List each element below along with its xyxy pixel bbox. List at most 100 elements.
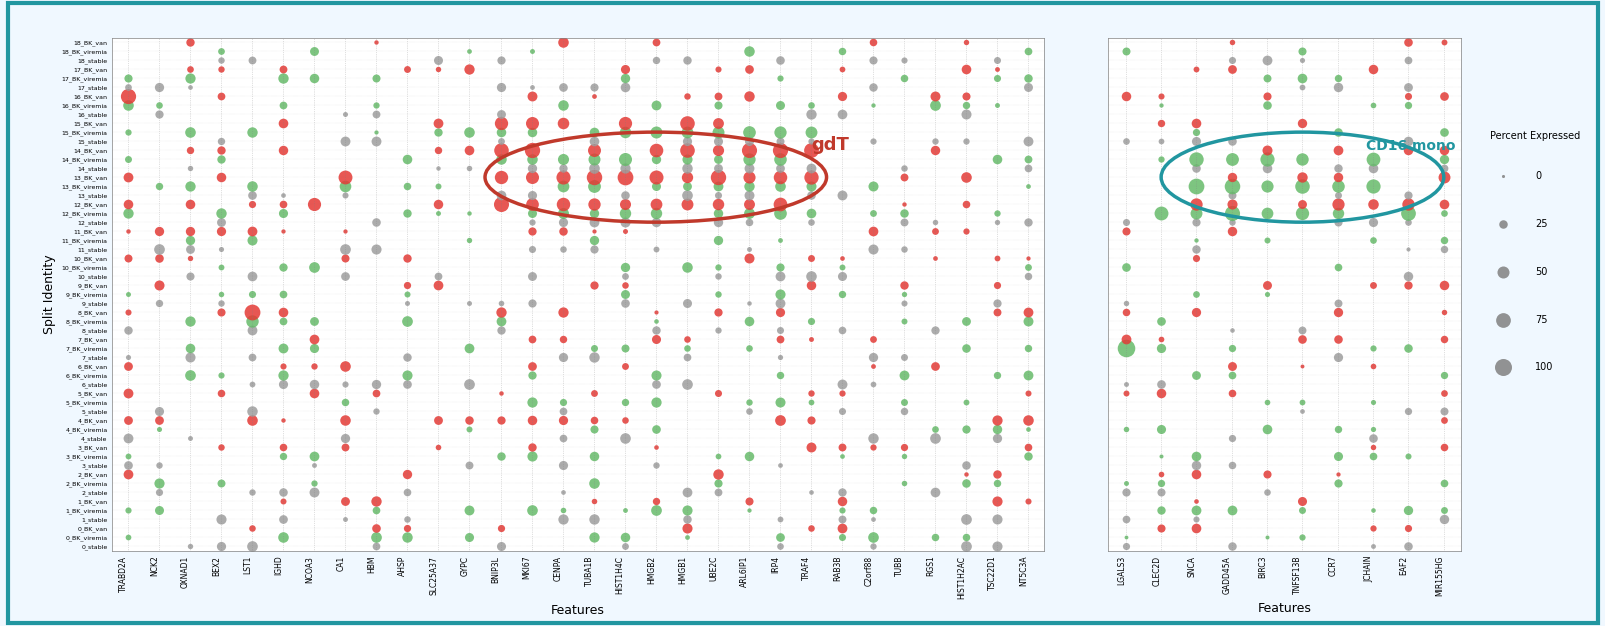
Point <box>363 100 388 110</box>
Point <box>642 379 668 389</box>
Point <box>1359 181 1385 191</box>
Point <box>395 298 421 308</box>
Point <box>767 415 793 425</box>
Point <box>332 496 358 506</box>
Point <box>798 398 823 408</box>
Point <box>116 433 141 443</box>
Point <box>395 379 421 389</box>
Point <box>984 515 1010 525</box>
Point <box>1183 163 1209 173</box>
Point <box>116 460 141 470</box>
Point <box>921 361 947 371</box>
Point <box>767 326 793 336</box>
Point <box>953 460 979 470</box>
Point <box>518 398 544 408</box>
Point <box>828 326 854 336</box>
Point <box>1289 172 1314 182</box>
Point <box>177 235 202 245</box>
Point <box>239 379 265 389</box>
Point <box>456 379 481 389</box>
Point <box>1324 199 1350 209</box>
Point <box>456 415 481 425</box>
Point <box>705 181 730 191</box>
Point <box>921 424 947 434</box>
Point <box>332 271 358 281</box>
Point <box>302 388 327 398</box>
Point <box>146 82 172 92</box>
Point <box>612 217 637 227</box>
Point <box>705 307 730 317</box>
Point <box>612 82 637 92</box>
Point <box>1148 523 1173 533</box>
Point <box>116 208 141 218</box>
Point <box>518 244 544 254</box>
Point <box>518 505 544 515</box>
Point <box>1430 235 1456 245</box>
Point <box>1254 55 1279 65</box>
Point <box>209 208 234 218</box>
Point <box>1324 217 1350 227</box>
Point <box>642 244 668 254</box>
Point <box>674 127 700 137</box>
Point <box>209 145 234 155</box>
Point <box>984 370 1010 380</box>
Point <box>177 541 202 552</box>
Point <box>921 532 947 542</box>
Point <box>177 271 202 281</box>
Point <box>1112 298 1138 308</box>
Point <box>828 388 854 398</box>
Point <box>1218 505 1244 515</box>
Point <box>828 451 854 461</box>
Point <box>302 343 327 353</box>
Point <box>581 127 607 137</box>
Point <box>1324 127 1350 137</box>
Point <box>1014 451 1040 461</box>
Point <box>581 235 607 245</box>
Point <box>1218 199 1244 209</box>
Point <box>581 82 607 92</box>
Point <box>642 307 668 317</box>
Point <box>798 415 823 425</box>
Point <box>1148 334 1173 344</box>
Point <box>332 415 358 425</box>
Point <box>270 262 295 272</box>
Point <box>116 82 141 92</box>
Point <box>1359 523 1385 533</box>
Point <box>146 226 172 236</box>
Point <box>1324 163 1350 173</box>
Point <box>395 280 421 290</box>
Point <box>1183 370 1209 380</box>
Point <box>209 244 234 254</box>
Point <box>302 487 327 497</box>
Point <box>767 262 793 272</box>
Point <box>1218 55 1244 65</box>
Point <box>363 388 388 398</box>
Point <box>209 541 234 552</box>
Point <box>1218 217 1244 227</box>
Point <box>209 298 234 308</box>
Point <box>1218 433 1244 443</box>
Point <box>146 415 172 425</box>
Point <box>209 370 234 380</box>
Point <box>116 470 141 480</box>
Point <box>828 443 854 453</box>
Point <box>735 298 761 308</box>
Point <box>518 271 544 281</box>
Point <box>209 172 234 182</box>
Point <box>518 370 544 380</box>
Point <box>860 361 886 371</box>
Point <box>549 398 575 408</box>
Point <box>612 280 637 290</box>
Point <box>488 199 514 209</box>
Point <box>456 46 481 56</box>
Point <box>581 91 607 101</box>
Point <box>209 515 234 525</box>
Point <box>1112 379 1138 389</box>
Point <box>1289 118 1314 128</box>
Point <box>488 190 514 200</box>
Point <box>860 181 886 191</box>
Point <box>767 55 793 65</box>
Point <box>674 334 700 344</box>
Point <box>270 496 295 506</box>
Point <box>549 334 575 344</box>
